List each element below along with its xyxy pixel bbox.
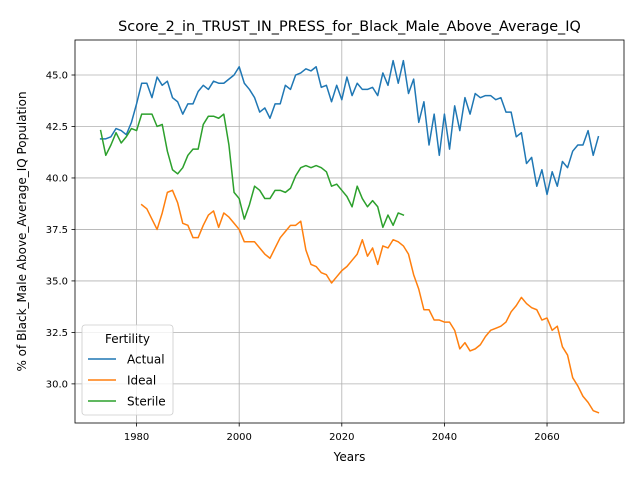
legend-box: [81, 324, 174, 416]
x-axis-label: Years: [333, 450, 366, 464]
y-tick-label: 35.0: [46, 277, 68, 288]
y-tick-label: 45.0: [46, 71, 68, 82]
y-tick-label: 42.5: [46, 122, 68, 133]
plot-area-frame: [74, 39, 625, 424]
series-line-ideal: [140, 189, 600, 414]
x-tick-label: 2020: [329, 432, 354, 443]
series-line-sterile: [99, 113, 405, 229]
y-tick-label: 32.5: [46, 328, 68, 339]
legend-label-ideal: Ideal: [127, 373, 156, 387]
legend-title: Fertility: [105, 332, 150, 346]
series-lines: [99, 59, 600, 414]
y-tick-label: 30.0: [46, 379, 68, 390]
y-tick-label: 37.5: [46, 225, 68, 236]
legend: Fertility Actual Ideal Sterile: [81, 324, 174, 416]
x-tick-label: 1980: [124, 432, 149, 443]
legend-label-sterile: Sterile: [127, 394, 166, 408]
y-axis-label: % of Black_Male Above_Average_IQ Populat…: [15, 91, 29, 371]
x-tick-label: 2000: [226, 432, 251, 443]
legend-label-actual: Actual: [127, 352, 165, 366]
chart-title: Score_2_in_TRUST_IN_PRESS_for_Black_Male…: [118, 19, 581, 35]
y-tick-label: 40.0: [46, 174, 68, 185]
x-tick-label: 2040: [432, 432, 457, 443]
x-tick-label: 2060: [534, 432, 559, 443]
series-line-actual: [99, 59, 600, 196]
axes: 1980 2000 2020 2040 2060 30.0 32.5 35.0 37.5 40.0…: [46, 71, 560, 443]
grid: [75, 40, 624, 423]
